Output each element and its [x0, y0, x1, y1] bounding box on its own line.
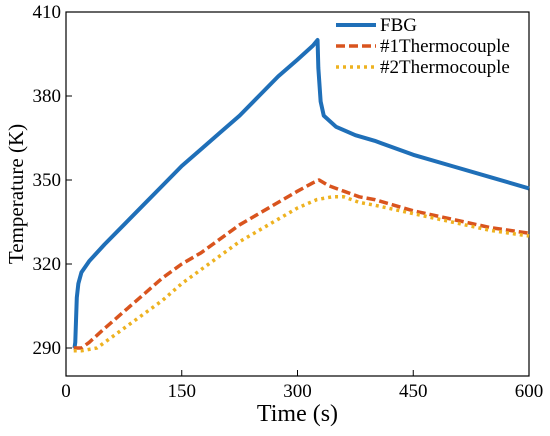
legend-label: FBG: [380, 15, 417, 36]
x-axis-label: Time (s): [257, 401, 338, 427]
y-tick-label: 380: [33, 86, 62, 107]
x-tick-label: 150: [168, 381, 197, 402]
series-layer: [72, 38, 530, 353]
y-axis-label: Temperature (K): [4, 124, 28, 264]
x-tick-label: 450: [399, 381, 428, 402]
x-tick-label: 0: [61, 381, 71, 402]
legend-label: #1Thermocouple: [380, 36, 510, 57]
axis-ticks: 0 150 300 450 600 290 320 350 380 410: [33, 2, 544, 402]
series-line: [73, 178, 530, 350]
y-tick-label: 350: [33, 170, 62, 191]
y-tick-label: 410: [33, 2, 62, 23]
x-tick-label: 300: [283, 381, 312, 402]
legend: FBG#1Thermocouple#2Thermocouple: [336, 15, 510, 78]
series-line: [72, 38, 530, 350]
y-tick-label: 290: [33, 338, 62, 359]
y-tick-label: 320: [33, 254, 62, 275]
legend-label: #2Thermocouple: [380, 57, 510, 78]
x-tick-label: 600: [515, 381, 544, 402]
